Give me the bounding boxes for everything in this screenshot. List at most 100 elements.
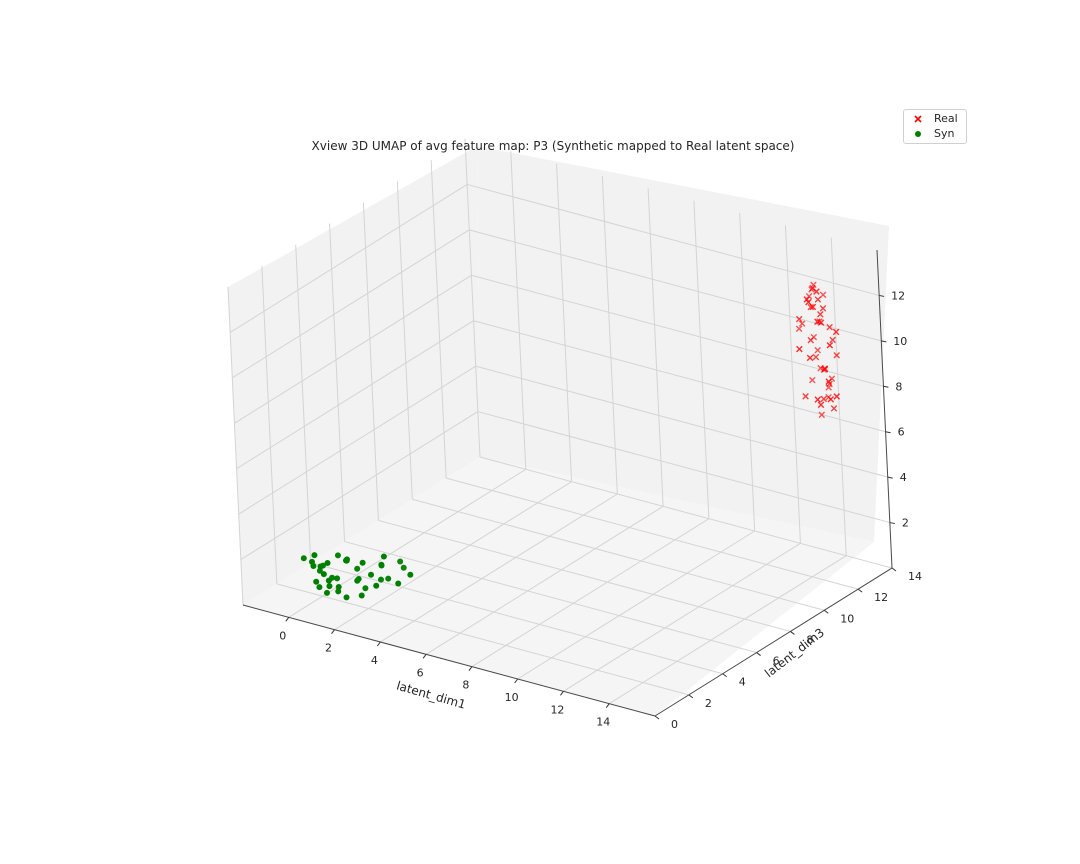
y-tick <box>891 567 897 572</box>
z-tick-label: 6 <box>898 426 905 439</box>
x-tick-label: 8 <box>462 679 469 692</box>
z-axis-line <box>876 249 893 569</box>
gridline-z-left <box>229 184 468 333</box>
gridline-z-back <box>473 320 886 433</box>
gridline-z-back <box>467 183 880 296</box>
x-tick <box>376 641 381 647</box>
real-point <box>833 393 841 400</box>
gridline-y-left <box>430 160 447 479</box>
x-tick <box>468 666 473 671</box>
syn-point <box>324 560 331 567</box>
gridline-x-back <box>830 237 847 556</box>
real-point <box>825 384 832 391</box>
gridline-z-left <box>240 411 479 560</box>
y-tick <box>823 609 829 614</box>
y-tick <box>688 694 694 699</box>
gridline-x-back <box>647 188 664 507</box>
y-axis-line <box>654 567 893 717</box>
gridline-y-left <box>396 181 413 500</box>
gridline-x-back <box>556 163 573 482</box>
y-tick <box>857 588 863 593</box>
real-point <box>820 395 828 403</box>
gridline-y-floor <box>446 477 859 590</box>
real-point <box>796 345 803 353</box>
legend: Real Syn <box>903 109 967 144</box>
z-tick <box>885 431 891 434</box>
y-tick-label: 10 <box>840 612 854 625</box>
syn-point <box>334 552 341 559</box>
syn-point <box>310 563 317 570</box>
x-tick <box>560 691 564 696</box>
y-tick-label: 6 <box>773 655 780 668</box>
x-tick-label: 14 <box>596 716 610 729</box>
real-point <box>810 333 818 341</box>
gridline-x-back <box>693 200 710 519</box>
y-tick-label: 4 <box>739 676 746 689</box>
real-point <box>813 288 820 295</box>
gridline-y-left <box>227 286 244 606</box>
syn-point <box>325 577 332 584</box>
real-point <box>819 291 827 299</box>
legend-item-real: Real <box>912 112 958 126</box>
syn-point <box>378 562 385 569</box>
real-point <box>818 411 826 419</box>
gridline-z-back <box>477 411 890 524</box>
gridline-z-left <box>238 365 476 515</box>
gridline-y-floor <box>412 498 825 611</box>
gridline-x-floor <box>334 481 572 631</box>
gridline-x-floor <box>380 493 618 643</box>
gridline-y-left <box>329 223 346 542</box>
gridline-z-left <box>234 274 472 424</box>
z-tick-label: 4 <box>900 471 907 484</box>
gridline-y-left <box>295 244 312 563</box>
x-marker-icon <box>912 113 924 125</box>
real-point <box>795 325 803 333</box>
syn-point <box>407 571 414 578</box>
axes-lines <box>242 249 893 717</box>
y-tick-label: 8 <box>806 633 813 646</box>
real-point <box>795 315 803 323</box>
z-tick <box>887 476 893 479</box>
legend-label-real: Real <box>934 112 958 125</box>
real-point <box>812 353 820 361</box>
syn-point <box>313 578 320 585</box>
gridline-z-left <box>232 229 470 379</box>
real-point <box>807 303 815 311</box>
real-point <box>830 405 838 412</box>
y-tick-label: 2 <box>705 697 712 710</box>
syn-point <box>354 565 361 572</box>
syn-point <box>358 592 365 599</box>
syn-point <box>334 575 341 582</box>
x-tick <box>285 617 290 622</box>
syn-point <box>397 558 404 565</box>
gridline-y-left <box>261 265 278 584</box>
gridline-x-back <box>784 225 801 544</box>
x-tick <box>514 678 519 684</box>
gridline-x-floor <box>563 542 801 692</box>
grid-lines <box>227 138 893 717</box>
syn-point <box>320 571 327 578</box>
x-tick-label: 2 <box>325 642 332 655</box>
y-tick <box>722 673 728 678</box>
real-point <box>833 351 841 359</box>
data-points <box>300 281 841 601</box>
z-tick <box>883 385 889 388</box>
gridline-x-back <box>601 175 618 495</box>
syn-point <box>335 588 342 595</box>
pane-left <box>228 146 480 605</box>
syn-point <box>300 555 307 562</box>
syn-point <box>368 571 375 578</box>
y-tick <box>654 715 660 720</box>
gridline-x-floor <box>608 555 847 705</box>
real-point <box>802 393 809 400</box>
gridline-z-back <box>469 229 882 342</box>
y-tick-label: 12 <box>874 591 888 604</box>
syn-point <box>380 553 387 560</box>
x-tick-label: 10 <box>505 691 519 704</box>
real-point <box>809 303 817 311</box>
real-point <box>826 323 833 331</box>
real-point <box>817 311 824 318</box>
tick-marks: 0 2 4 6 8 10 12 14 0 2 4 6 8 10 12 14 2 4 6 8 10 12 <box>279 289 922 731</box>
